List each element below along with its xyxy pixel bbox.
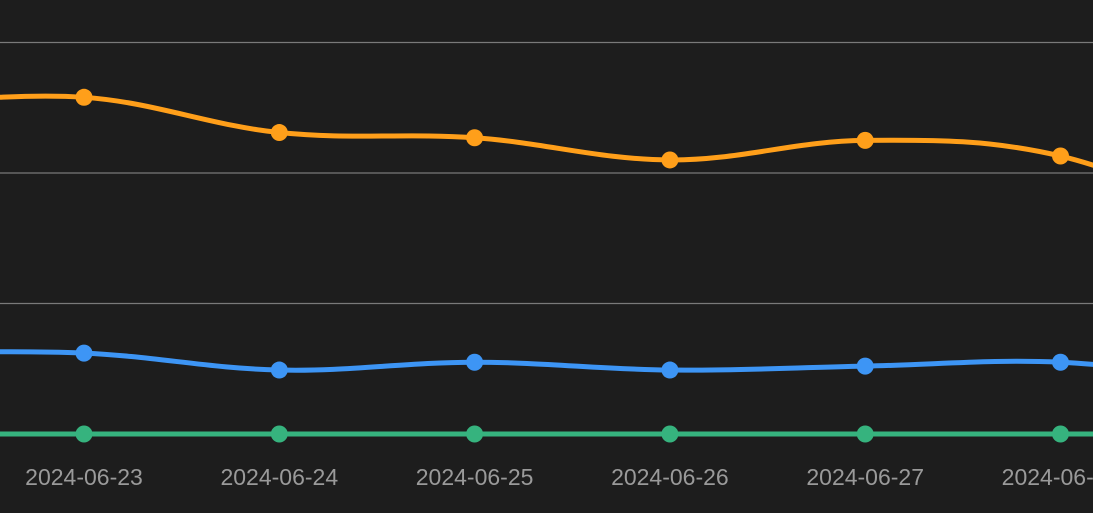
x-tick-label: 2024-06-23 [25,464,143,490]
x-tick-label: 2024-06-27 [806,464,924,490]
data-point[interactable] [856,425,874,443]
series-line [0,349,1093,373]
data-point[interactable] [75,344,93,362]
data-point[interactable] [466,129,484,147]
x-tick-label: 2024-06-25 [416,464,534,490]
data-point[interactable] [661,151,679,169]
data-point[interactable] [466,425,484,443]
data-point[interactable] [1052,353,1069,371]
series-3 [0,425,1093,443]
data-point[interactable] [75,88,93,106]
data-point[interactable] [270,124,288,142]
x-tick-label: 2024-06-28 [1002,464,1093,490]
data-point[interactable] [1052,425,1069,443]
data-point[interactable] [856,131,874,149]
x-axis: 2024-06-23 2024-06-24 2024-06-25 2024-06-26… [25,464,1093,490]
grid-lines [0,41,1093,305]
series-2 [0,344,1093,379]
data-point[interactable] [661,361,679,379]
data-point[interactable] [856,357,874,375]
x-tick-label: 2024-06-26 [611,464,729,490]
data-point[interactable] [75,425,93,443]
x-tick-label: 2024-06-24 [220,464,338,490]
data-point[interactable] [270,425,288,443]
series-1 [0,88,1093,169]
series-line [0,93,1093,168]
data-point[interactable] [270,361,288,379]
data-point[interactable] [661,425,679,443]
data-point[interactable] [1052,147,1069,165]
series-layer [0,88,1093,443]
data-point[interactable] [466,353,484,371]
